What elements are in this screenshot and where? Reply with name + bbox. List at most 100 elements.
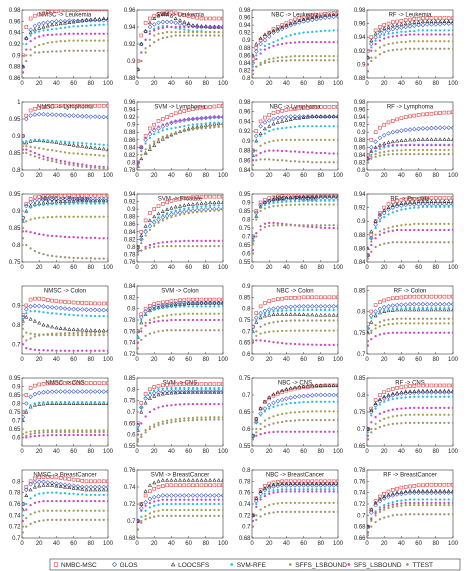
data-point xyxy=(297,114,302,119)
data-point xyxy=(76,141,80,144)
data-point xyxy=(38,153,41,156)
data-point xyxy=(85,331,88,334)
data-point xyxy=(187,305,190,308)
data-point xyxy=(404,501,407,504)
data-point xyxy=(22,531,24,534)
data-point xyxy=(298,510,301,514)
data-point xyxy=(255,149,258,152)
data-point xyxy=(446,301,451,307)
data-point xyxy=(80,478,84,483)
data-point xyxy=(144,38,147,41)
data-point xyxy=(33,204,37,208)
data-point xyxy=(298,410,301,414)
data-point xyxy=(41,297,46,301)
data-point xyxy=(367,157,369,160)
data-point xyxy=(174,313,177,316)
data-point xyxy=(191,25,195,29)
data-point xyxy=(391,422,394,426)
data-point xyxy=(37,12,41,17)
data-point xyxy=(322,304,328,309)
data-point xyxy=(285,203,288,207)
data-point xyxy=(386,392,391,397)
data-point xyxy=(89,314,92,318)
data-point xyxy=(45,401,50,405)
series-glos xyxy=(22,197,108,221)
data-point xyxy=(309,17,315,23)
data-point xyxy=(199,201,204,205)
x-tick-label: 0 xyxy=(365,81,369,87)
data-point xyxy=(72,429,75,432)
data-point xyxy=(93,202,97,205)
data-point xyxy=(213,329,216,332)
series-loocsfs xyxy=(367,19,453,60)
data-point xyxy=(252,433,256,439)
data-point xyxy=(144,334,147,337)
series-glos xyxy=(137,493,223,524)
data-point xyxy=(319,329,322,332)
data-point xyxy=(54,197,59,202)
data-point xyxy=(443,148,446,152)
data-point xyxy=(156,494,161,499)
data-point xyxy=(271,482,276,487)
data-point xyxy=(302,490,305,493)
data-point xyxy=(319,161,322,164)
data-point xyxy=(68,25,71,29)
series-sfs-lsbound xyxy=(252,490,338,523)
data-point xyxy=(55,401,58,404)
series-sfs-lsbound xyxy=(137,402,223,436)
data-point xyxy=(165,207,170,211)
x-tick-label: 0 xyxy=(135,357,139,363)
data-point xyxy=(199,195,204,199)
data-point xyxy=(152,122,156,127)
data-point xyxy=(85,334,88,337)
data-point xyxy=(310,312,315,317)
data-point xyxy=(174,508,177,512)
data-point xyxy=(370,427,373,431)
data-point xyxy=(204,416,207,419)
data-point xyxy=(292,394,298,400)
data-point xyxy=(199,483,204,488)
data-point xyxy=(374,146,377,150)
data-point xyxy=(178,313,182,316)
data-point xyxy=(447,413,450,416)
data-point xyxy=(400,241,403,244)
data-point xyxy=(165,404,169,407)
data-point xyxy=(148,506,152,509)
data-point xyxy=(447,205,450,209)
data-point xyxy=(438,199,443,203)
data-point xyxy=(391,501,394,504)
data-point xyxy=(32,112,38,117)
data-point xyxy=(67,381,72,385)
data-point xyxy=(98,202,101,205)
data-point xyxy=(271,480,276,485)
data-point xyxy=(98,257,101,260)
data-point xyxy=(143,29,148,33)
data-point xyxy=(178,119,182,122)
data-point xyxy=(220,206,223,212)
data-point xyxy=(85,49,88,52)
data-point xyxy=(178,508,182,512)
data-point xyxy=(408,29,412,33)
data-point xyxy=(85,32,88,35)
data-point xyxy=(196,318,199,322)
data-point xyxy=(46,159,49,162)
data-point xyxy=(315,329,318,332)
data-point xyxy=(268,504,271,507)
data-point xyxy=(378,325,382,328)
data-point xyxy=(89,32,92,35)
data-point xyxy=(276,59,279,63)
data-point xyxy=(88,484,94,490)
series-ttest xyxy=(137,418,223,443)
data-point xyxy=(252,238,254,242)
data-point xyxy=(383,228,386,231)
data-point xyxy=(71,143,76,147)
data-point xyxy=(276,201,279,204)
data-point xyxy=(199,478,204,482)
data-point xyxy=(404,223,407,226)
data-point xyxy=(58,19,63,24)
data-point xyxy=(183,498,186,501)
data-point xyxy=(421,306,425,310)
data-point xyxy=(263,339,267,342)
data-point xyxy=(102,401,105,404)
data-point xyxy=(187,386,190,390)
